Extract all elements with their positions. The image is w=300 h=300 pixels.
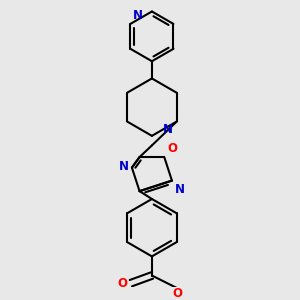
Text: N: N: [163, 123, 173, 136]
Text: O: O: [172, 287, 182, 300]
Text: N: N: [175, 182, 185, 196]
Text: O: O: [117, 277, 127, 290]
Text: O: O: [167, 142, 177, 155]
Text: N: N: [119, 160, 129, 173]
Text: N: N: [133, 9, 143, 22]
